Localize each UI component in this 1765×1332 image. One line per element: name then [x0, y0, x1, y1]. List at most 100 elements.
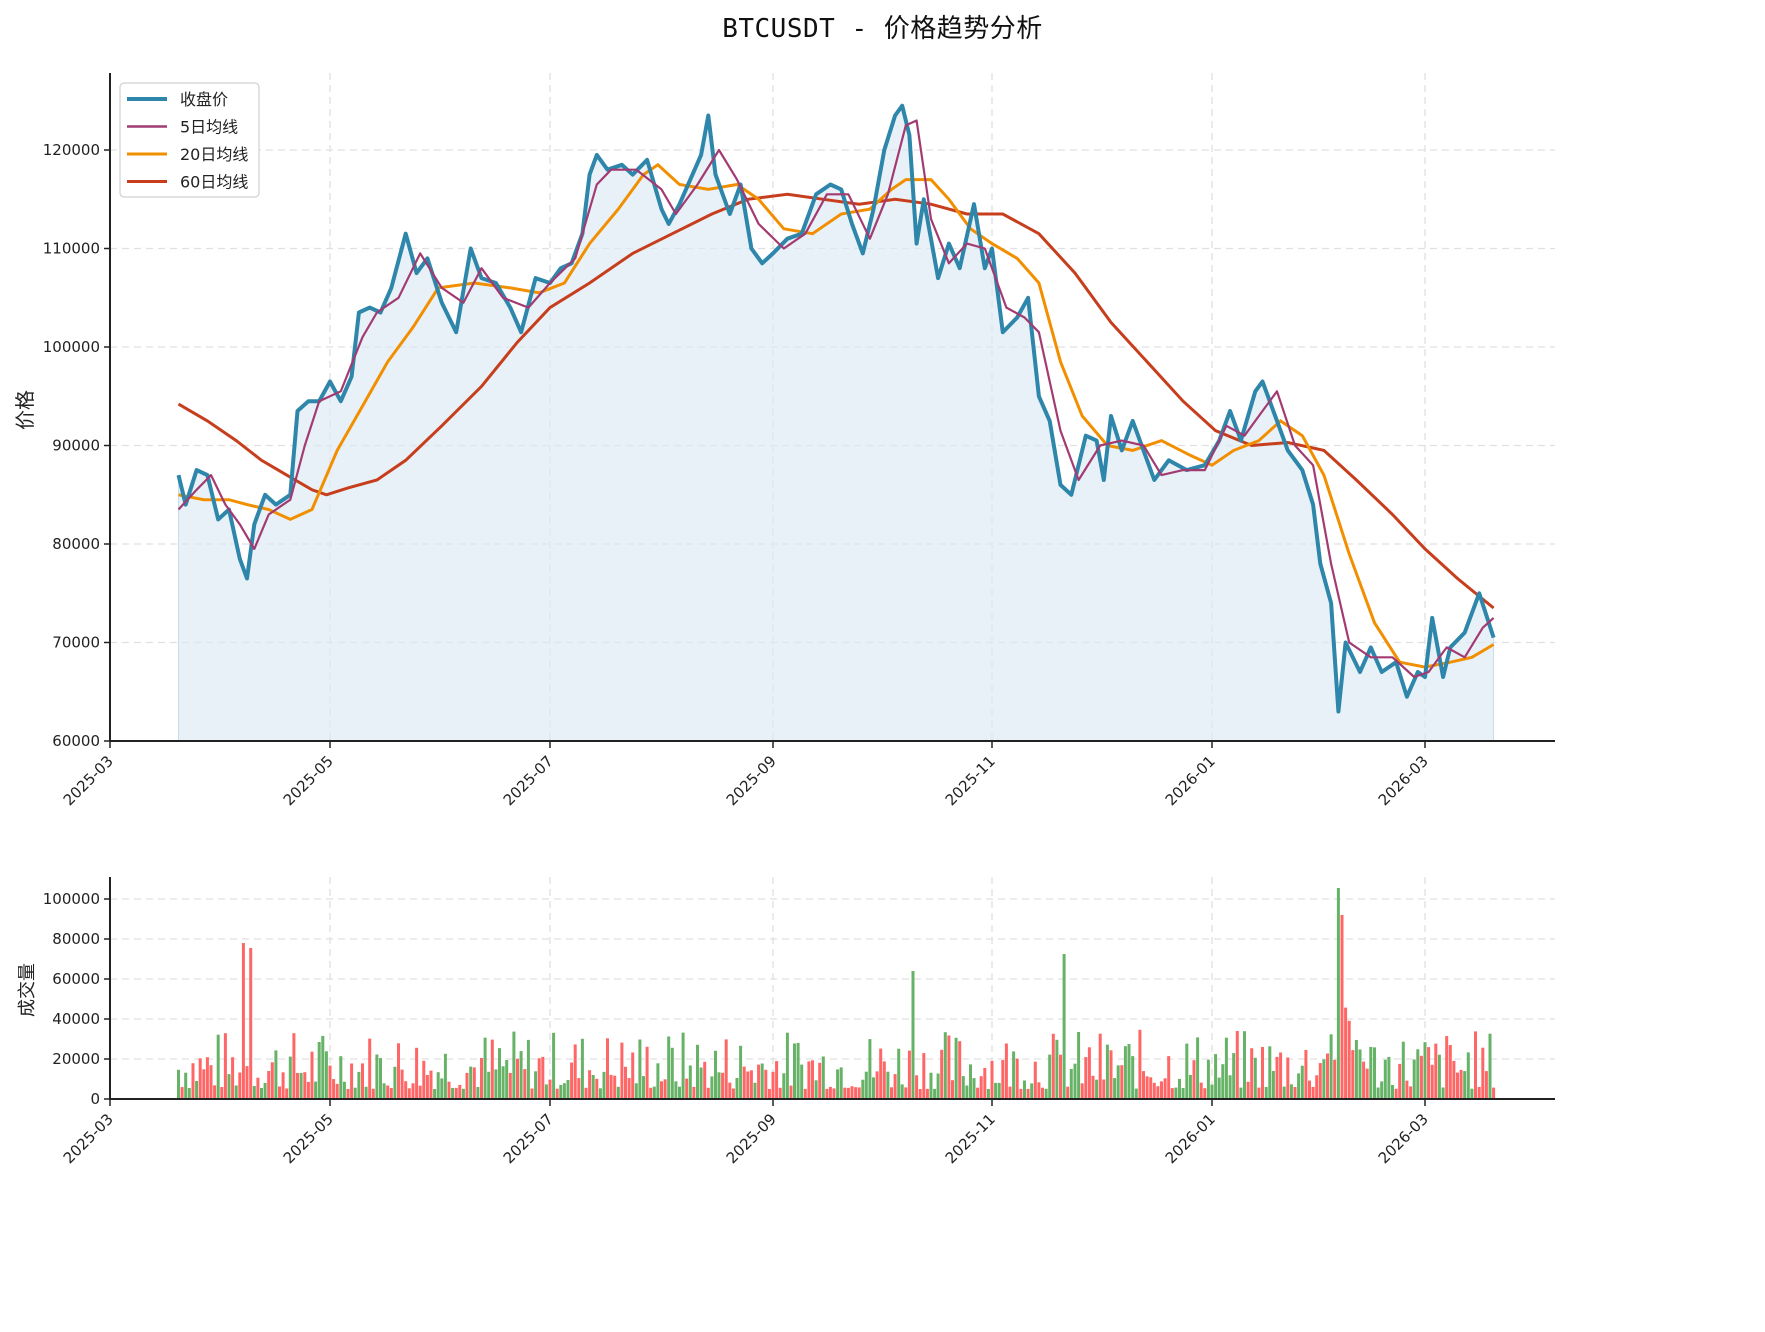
- volume-bar: [1463, 1071, 1467, 1099]
- price-y-tick-label: 120000: [43, 141, 100, 159]
- volume-bar: [187, 1088, 191, 1099]
- volume-bar: [1084, 1057, 1088, 1099]
- volume-bar: [1156, 1086, 1160, 1099]
- volume-bar: [886, 1071, 890, 1099]
- volume-bar: [699, 1067, 703, 1099]
- volume-bar: [731, 1088, 735, 1099]
- volume-bar: [375, 1054, 379, 1099]
- volume-panel: 0 20000 40000 60000 80000 100000 2025-03 2025-0…: [17, 877, 1555, 1167]
- volume-bar: [580, 1038, 584, 1099]
- volume-bar: [994, 1082, 998, 1099]
- volume-bar: [1008, 1086, 1012, 1099]
- volume-bar: [1095, 1079, 1099, 1099]
- volume-bar: [1383, 1059, 1387, 1099]
- volume-bar: [1178, 1078, 1181, 1099]
- volume-bar: [552, 1032, 556, 1099]
- volume-bar: [606, 1038, 609, 1099]
- volume-bar: [490, 1039, 494, 1099]
- volume-bar: [454, 1087, 458, 1099]
- price-y-tick-label: 70000: [52, 634, 100, 652]
- volume-bar: [382, 1083, 386, 1099]
- volume-bar: [227, 1074, 231, 1099]
- volume-bar: [397, 1043, 400, 1099]
- volume-bar: [483, 1037, 487, 1099]
- volume-bar: [1167, 1056, 1171, 1099]
- volume-bar: [1358, 1049, 1362, 1099]
- volume-bar: [721, 1072, 725, 1099]
- volume-bar: [1329, 1034, 1333, 1099]
- volume-bar: [1152, 1082, 1156, 1099]
- volume-bar: [1445, 1036, 1449, 1099]
- volume-bar: [1427, 1047, 1431, 1099]
- volume-bar: [969, 1064, 972, 1099]
- volume-bar: [753, 1082, 757, 1099]
- volume-bar: [1105, 1044, 1109, 1099]
- volume-bar: [818, 1062, 822, 1099]
- volume-bar: [1142, 1071, 1145, 1099]
- volume-bar: [357, 1071, 361, 1099]
- volume-bar: [1412, 1059, 1416, 1099]
- volume-bar: [681, 1032, 685, 1099]
- volume-bar: [850, 1086, 854, 1099]
- volume-bar: [1023, 1080, 1026, 1099]
- volume-bar: [1419, 1055, 1423, 1099]
- volume-bar: [335, 1083, 339, 1099]
- volume-bar: [281, 1072, 285, 1099]
- volume-bar: [1145, 1076, 1149, 1099]
- volume-bar: [350, 1063, 354, 1099]
- volume-bar: [1030, 1083, 1034, 1099]
- legend-box: [119, 82, 260, 198]
- volume-bar: [1401, 1041, 1405, 1099]
- volume-bar: [541, 1056, 545, 1099]
- volume-bar: [890, 1087, 893, 1099]
- volume-bar: [1066, 1086, 1070, 1099]
- volume-bar: [1452, 1060, 1456, 1099]
- volume-bar: [1347, 1020, 1351, 1099]
- volume-bar: [303, 1072, 307, 1099]
- volume-bar: [1376, 1087, 1380, 1099]
- volume-y-axis-title: 成交量: [17, 963, 38, 1017]
- volume-bar: [371, 1088, 375, 1099]
- volume-bar: [1221, 1064, 1225, 1099]
- volume-bar: [328, 1065, 332, 1099]
- volume-bar: [879, 1048, 883, 1099]
- volume-bar: [907, 1050, 911, 1099]
- volume-bar: [825, 1088, 829, 1099]
- volume-bar: [678, 1086, 681, 1099]
- volume-bar: [1217, 1077, 1221, 1099]
- volume-bar: [631, 1052, 635, 1099]
- volume-bar: [1456, 1072, 1459, 1099]
- volume-bar: [321, 1035, 325, 1099]
- price-panel: 60000 70000 80000 90000 100000 110000 120000 20…: [13, 73, 1555, 809]
- volume-bar: [537, 1058, 541, 1099]
- volume-bar: [911, 971, 915, 1099]
- volume-bar: [346, 1089, 350, 1099]
- volume-bar: [1051, 1033, 1055, 1099]
- volume-bar: [465, 1072, 469, 1099]
- volume-bar: [544, 1084, 548, 1099]
- volume-bar: [929, 1072, 933, 1099]
- volume-bar: [634, 1083, 638, 1099]
- volume-bar: [1149, 1077, 1153, 1099]
- volume-bar: [461, 1088, 465, 1099]
- volume-bar: [1304, 1050, 1308, 1099]
- volume-bar: [1261, 1047, 1264, 1099]
- volume-bar: [1091, 1075, 1095, 1099]
- price-y-tick-label: 80000: [52, 535, 100, 553]
- volume-bar: [1019, 1088, 1023, 1099]
- volume-bar: [706, 1087, 710, 1099]
- volume-bar: [922, 1053, 926, 1099]
- volume-bar: [1048, 1054, 1052, 1099]
- volume-bar: [415, 1047, 419, 1099]
- volume-bar: [184, 1072, 188, 1099]
- volume-bar: [1098, 1033, 1102, 1099]
- volume-bar: [746, 1071, 750, 1099]
- volume-y-tick-label: 100000: [43, 890, 100, 908]
- volume-bar: [735, 1078, 739, 1099]
- volume-bar: [443, 1053, 447, 1099]
- volume-bar: [353, 1087, 357, 1099]
- volume-bar: [292, 1033, 296, 1099]
- volume-y-tick-label: 20000: [52, 1050, 100, 1068]
- volume-bar: [882, 1061, 886, 1099]
- volume-y-tick-label: 80000: [52, 930, 100, 948]
